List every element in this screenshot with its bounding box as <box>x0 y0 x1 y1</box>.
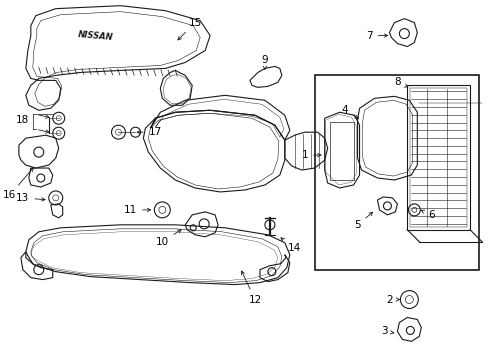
Text: 1: 1 <box>301 150 320 160</box>
Bar <box>329 122 353 180</box>
Text: 8: 8 <box>393 77 407 87</box>
Text: 15: 15 <box>178 18 202 40</box>
Text: 5: 5 <box>353 212 372 230</box>
Bar <box>409 88 466 227</box>
Text: 6: 6 <box>420 210 434 220</box>
Text: 16: 16 <box>3 168 33 200</box>
Text: 18: 18 <box>16 115 29 125</box>
Text: 13: 13 <box>16 193 45 203</box>
Text: 11: 11 <box>123 205 150 215</box>
Text: 9: 9 <box>261 55 268 69</box>
Text: 3: 3 <box>380 327 393 336</box>
Text: NISSAN: NISSAN <box>78 30 113 42</box>
Text: 2: 2 <box>386 294 399 305</box>
Text: 14: 14 <box>280 238 301 253</box>
Text: 17: 17 <box>137 127 162 137</box>
Text: 10: 10 <box>156 230 181 247</box>
Bar <box>407 85 469 230</box>
Text: 12: 12 <box>241 271 261 305</box>
Text: 7: 7 <box>366 31 387 41</box>
Bar <box>314 75 478 270</box>
Text: 4: 4 <box>341 105 358 118</box>
